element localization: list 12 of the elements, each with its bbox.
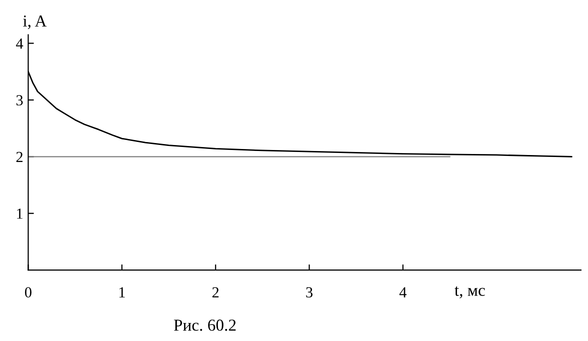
x-tick-label: 2	[212, 287, 219, 298]
x-tick-label: 3	[306, 287, 312, 298]
y-tick-label: 3	[16, 95, 23, 106]
y-axis-title: i, A	[23, 15, 47, 30]
y-tick-label: 2	[16, 152, 23, 162]
x-tick-label: 0	[24, 287, 32, 298]
y-tick-label: 4	[16, 38, 24, 49]
text: Рис. 60.2	[174, 320, 236, 331]
x-tick-label: 4	[399, 287, 407, 298]
y-tick-label: 1	[17, 208, 22, 219]
x-axis-title: t, мс	[454, 286, 485, 298]
x-tick-label: 1	[119, 287, 125, 298]
